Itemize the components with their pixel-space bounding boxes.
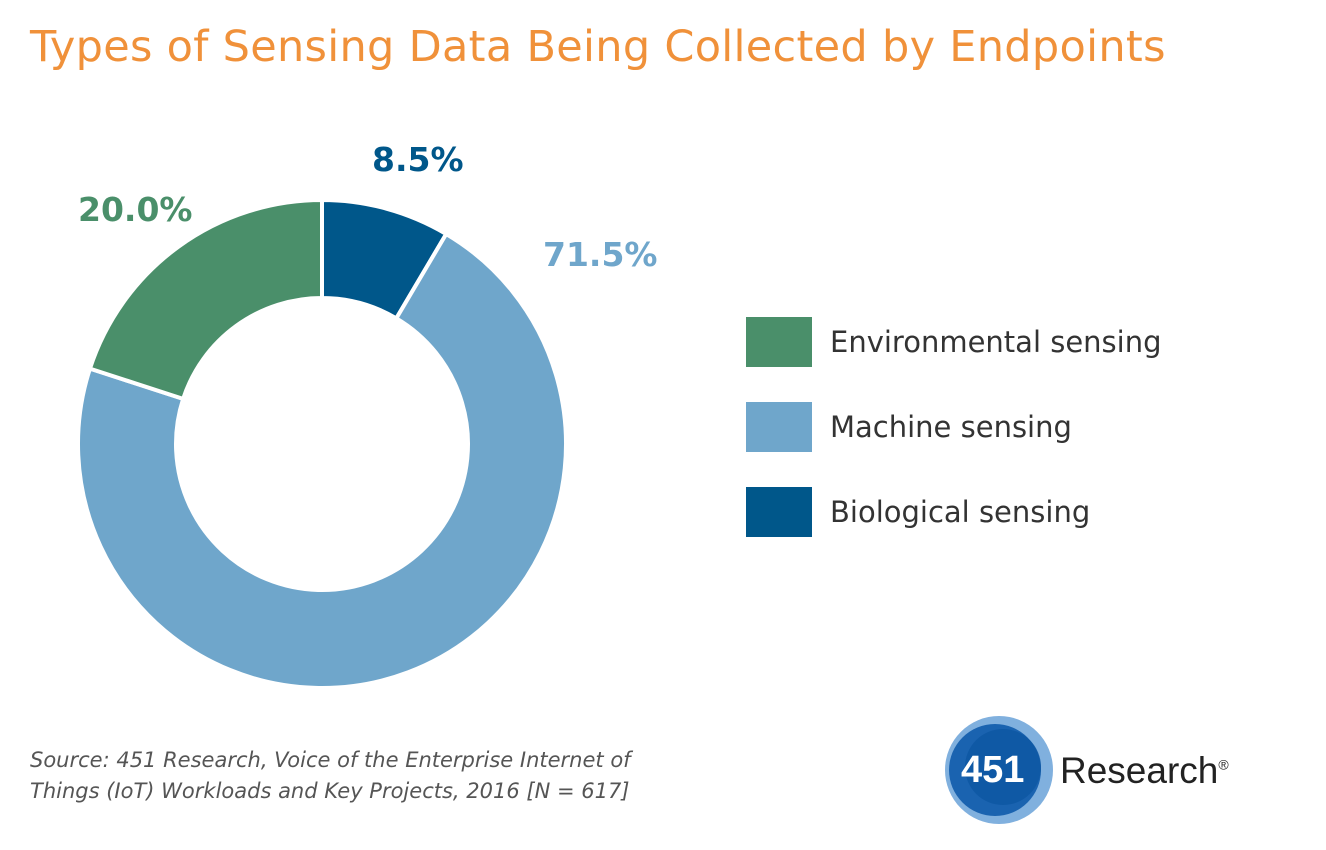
slice-environmental: [87, 197, 324, 402]
legend-swatch: [746, 487, 812, 537]
data-label-machine: 71.5%: [543, 235, 658, 274]
legend-label: Environmental sensing: [830, 325, 1162, 359]
logo-mark: ®: [1218, 756, 1229, 773]
logo-word: Research®: [1060, 750, 1229, 792]
slice-machine: [76, 231, 568, 690]
legend-item-environmental: Environmental sensing: [746, 317, 1162, 367]
logo-circle-icon: [945, 716, 1053, 824]
data-label-environmental: 20.0%: [78, 190, 193, 229]
logo-number: 451: [961, 749, 1025, 791]
legend-item-biological: Biological sensing: [746, 487, 1090, 537]
chart-title: Types of Sensing Data Being Collected by…: [30, 22, 1166, 72]
source-line: Source: 451 Research, Voice of the Enter…: [30, 748, 631, 772]
legend-swatch: [746, 402, 812, 452]
logo-451-research: 451 Research®: [943, 715, 1263, 825]
source-note: Source: 451 Research, Voice of the Enter…: [30, 745, 631, 807]
legend-label: Biological sensing: [830, 495, 1091, 529]
source-line: Things (IoT) Workloads and Key Projects,…: [30, 779, 630, 803]
legend-item-machine: Machine sensing: [746, 402, 1072, 452]
legend-swatch: [746, 317, 812, 367]
legend-label: Machine sensing: [830, 410, 1072, 444]
logo-word-text: Research: [1060, 750, 1219, 791]
data-label-biological: 8.5%: [372, 140, 464, 179]
